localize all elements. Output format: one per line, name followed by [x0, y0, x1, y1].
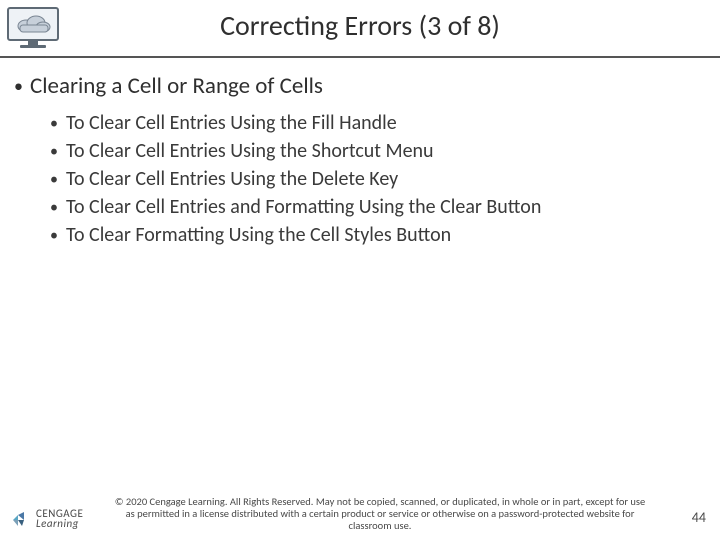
- slide: Correcting Errors (3 of 8) • Clearing a …: [0, 0, 720, 540]
- bullet-level2: • To Clear Cell Entries Using the Delete…: [50, 167, 702, 193]
- copyright-text: © 2020 Cengage Learning. All Rights Rese…: [110, 496, 650, 532]
- bullet-level2-text: To Clear Formatting Using the Cell Style…: [66, 223, 451, 248]
- bullet-glyph: •: [14, 72, 26, 100]
- slide-title: Correcting Errors (3 of 8): [0, 8, 720, 43]
- bullet-level2: • To Clear Cell Entries Using the Shortc…: [50, 139, 702, 165]
- cengage-logo: CENGAGE Learning: [10, 508, 83, 530]
- bullet-level2: • To Clear Cell Entries Using the Fill H…: [50, 111, 702, 137]
- bullet-level1: • Clearing a Cell or Range of Cells: [14, 72, 702, 101]
- bullet-level2-text: To Clear Cell Entries Using the Delete K…: [66, 167, 398, 192]
- slide-footer: CENGAGE Learning © 2020 Cengage Learning…: [0, 482, 720, 540]
- bullet-glyph: •: [50, 223, 62, 249]
- bullet-glyph: •: [50, 139, 62, 165]
- bullet-glyph: •: [50, 167, 62, 193]
- bullet-level2: • To Clear Formatting Using the Cell Sty…: [50, 223, 702, 249]
- bullet-glyph: •: [50, 195, 62, 221]
- slide-body: • Clearing a Cell or Range of Cells • To…: [0, 58, 720, 249]
- bullet-level2: • To Clear Cell Entries and Formatting U…: [50, 195, 702, 221]
- bullet-level2-text: To Clear Cell Entries and Formatting Usi…: [66, 195, 541, 220]
- page-number: 44: [692, 509, 706, 526]
- bullet-glyph: •: [50, 111, 62, 137]
- bullet-level1-text: Clearing a Cell or Range of Cells: [30, 72, 323, 101]
- cengage-mark-icon: [10, 508, 32, 530]
- brand-bottom: Learning: [36, 519, 83, 529]
- bullet-level2-text: To Clear Cell Entries Using the Fill Han…: [66, 111, 397, 136]
- bullet-level2-text: To Clear Cell Entries Using the Shortcut…: [66, 139, 434, 164]
- slide-header: Correcting Errors (3 of 8): [0, 0, 720, 58]
